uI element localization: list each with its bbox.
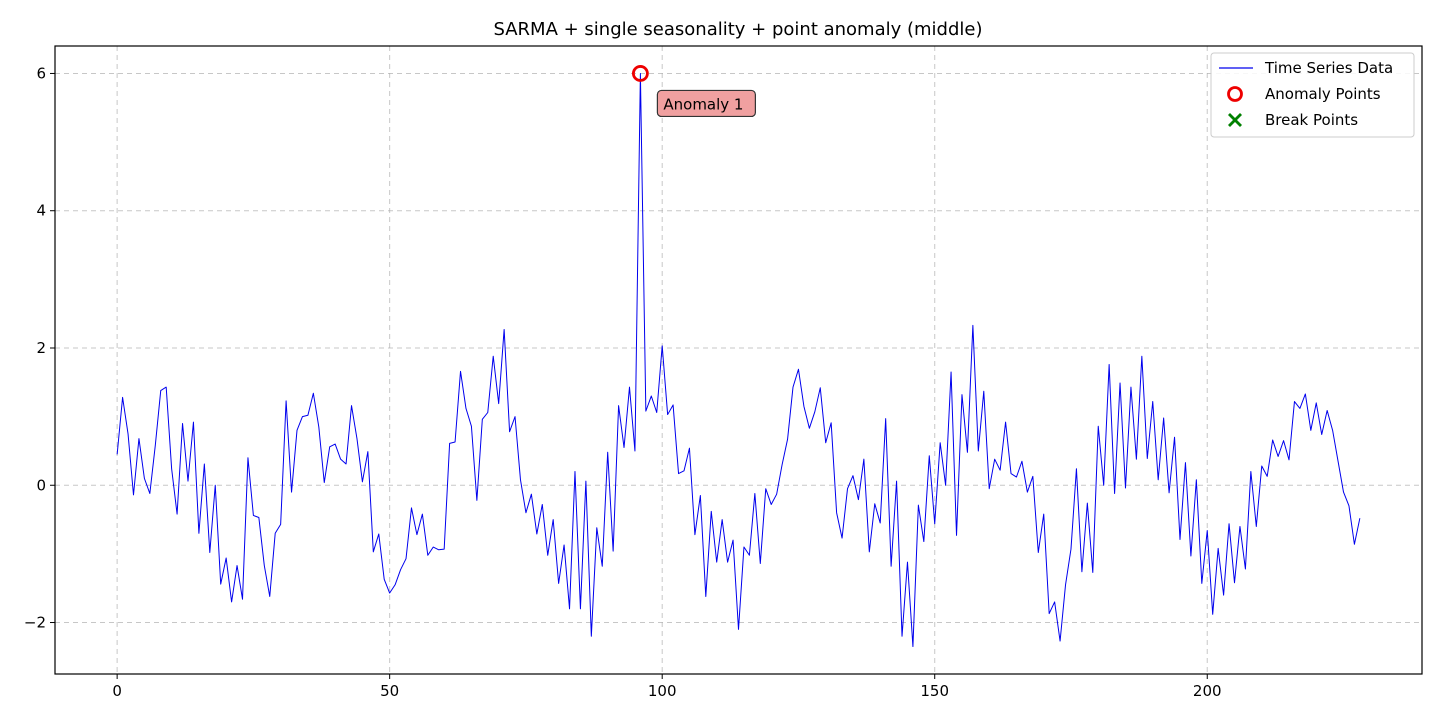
- plot-frame: [54, 45, 1423, 675]
- y-tick-label: 6: [36, 64, 46, 82]
- legend-box: [1210, 52, 1415, 138]
- legend-circle-swatch: [1227, 86, 1243, 102]
- marker-layer: [631, 65, 649, 82]
- y-tick-label: 0: [36, 476, 46, 494]
- legend-x-swatch: [1228, 113, 1242, 127]
- x-tick-label: 100: [648, 682, 677, 700]
- series-layer: [116, 72, 1361, 648]
- chart-title: SARMA + single seasonality + point anoma…: [493, 19, 982, 40]
- annotation-label: Anomaly 1: [663, 95, 743, 113]
- annotation-layer: Anomaly 1: [656, 89, 756, 118]
- y-tick-label: −2: [24, 614, 46, 632]
- time-series-line: [116, 72, 1361, 648]
- annotation-box: [656, 89, 756, 118]
- axis-ticks: 0 50 100 150 200 −2 0 2 4 6: [24, 64, 1222, 700]
- legend-label: Anomaly Points: [1265, 85, 1381, 103]
- x-tick-label: 50: [380, 682, 399, 700]
- legend-x-stroke: [1228, 113, 1242, 127]
- x-tick-label: 200: [1193, 682, 1222, 700]
- legend: Time Series Data Anomaly Points Break Poin…: [1210, 52, 1415, 138]
- legend-label: Time Series Data: [1264, 59, 1393, 77]
- y-tick-label: 2: [36, 339, 46, 357]
- x-tick-label: 150: [920, 682, 949, 700]
- x-tick-label: 0: [112, 682, 122, 700]
- y-tick-label: 4: [36, 202, 46, 220]
- legend-label: Break Points: [1265, 111, 1358, 129]
- anomaly-point-marker: [631, 65, 649, 82]
